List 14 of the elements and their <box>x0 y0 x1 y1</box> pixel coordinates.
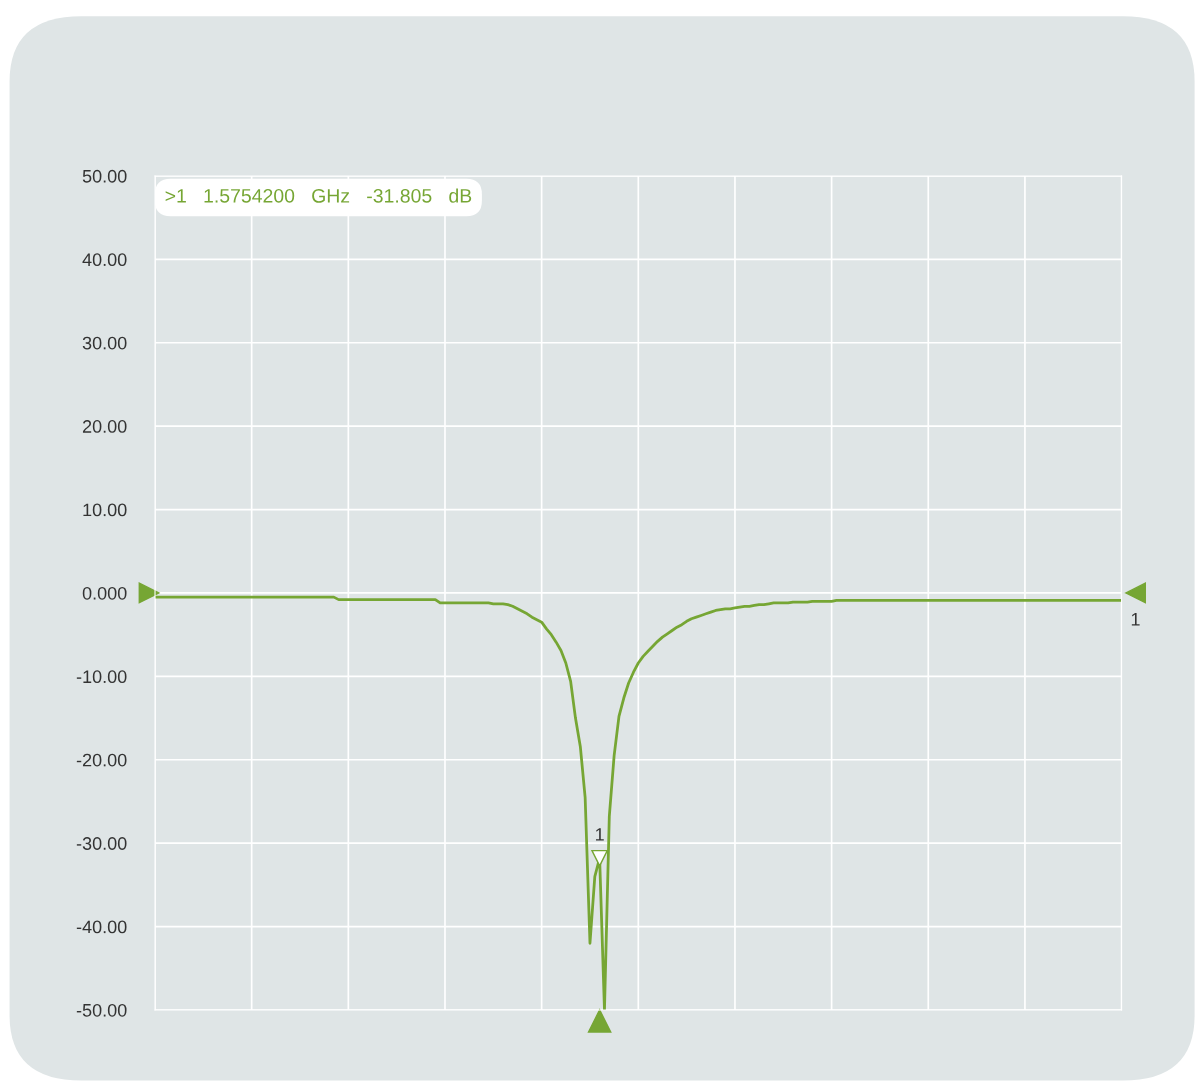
y-tick-label: -10.00 <box>76 670 127 684</box>
y-tick-label: 40.00 <box>82 253 127 267</box>
annotation: >1 1.5754200 GHz -31.805 dB <box>165 188 472 203</box>
y-tick-label: 20.00 <box>82 420 127 433</box>
annotation: 1 <box>595 828 604 841</box>
y-tick-label: 50.00 <box>82 169 127 183</box>
y-tick-label: -20.00 <box>76 753 127 767</box>
y-tick-label: 10.00 <box>83 503 127 517</box>
y-tick-label: -50.00 <box>76 1003 127 1017</box>
y-tick-label: 30.00 <box>82 336 127 350</box>
y-tick-label: 0.000 <box>82 586 127 600</box>
y-tick-label: -40.00 <box>76 920 127 934</box>
y-tick-label: -30.00 <box>76 837 127 850</box>
text: 1 <box>1131 613 1140 626</box>
